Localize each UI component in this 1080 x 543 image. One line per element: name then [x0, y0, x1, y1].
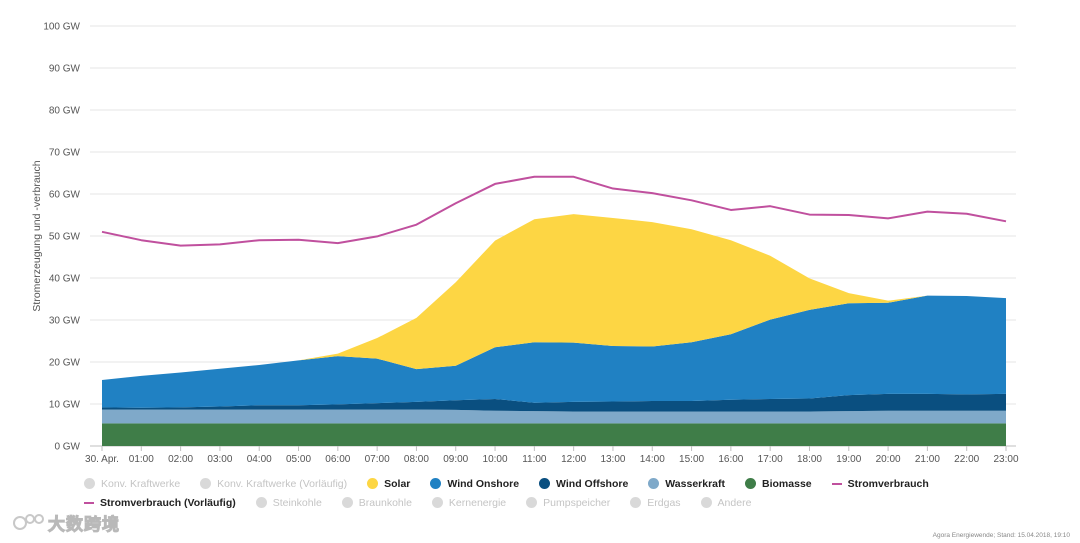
- legend-marker: [539, 478, 551, 489]
- x-tick-label: 16:00: [718, 454, 743, 465]
- legend-marker: [367, 478, 379, 489]
- y-tick-label: 0 GW: [54, 442, 80, 453]
- legend-marker: [430, 478, 442, 489]
- legend-label: Konv. Kraftwerke (Vorläufig): [217, 477, 348, 490]
- x-tick-label: 23:00: [993, 454, 1018, 465]
- legend-item[interactable]: Wind Offshore: [539, 478, 628, 490]
- legend-label: Wasserkraft: [665, 477, 726, 490]
- legend-label: Solar: [384, 477, 411, 490]
- x-tick-label: 19:00: [836, 454, 861, 465]
- legend-item[interactable]: Wasserkraft: [648, 478, 725, 490]
- x-tick-label: 17:00: [758, 454, 783, 465]
- legend-item[interactable]: Konv. Kraftwerke (Vorläufig): [200, 478, 347, 490]
- x-tick-label: 30. Apr.: [85, 454, 119, 465]
- x-tick-label: 22:00: [954, 454, 979, 465]
- watermark-logo-icon: [13, 513, 44, 530]
- x-tick-label: 14:00: [640, 454, 665, 465]
- y-tick-label: 30 GW: [49, 316, 81, 327]
- legend-item[interactable]: Wind Onshore: [430, 478, 519, 490]
- x-axis-tick-labels: 30. Apr. 01:00 02:00 03:00 04:00 05:00 06:00 07…: [85, 446, 1019, 465]
- legend-marker: [831, 482, 842, 485]
- x-tick-label: 09:00: [443, 454, 468, 465]
- legend-label: Braunkohle: [358, 496, 412, 509]
- x-tick-label: 15:00: [679, 454, 704, 465]
- legend-item[interactable]: Solar: [367, 478, 410, 490]
- y-tick-label: 60 GW: [49, 190, 81, 201]
- legend-label: Konv. Kraftwerke: [101, 477, 181, 490]
- watermark-text: 大数跨境: [48, 515, 120, 535]
- x-tick-label: 08:00: [404, 454, 429, 465]
- x-tick-label: 05:00: [286, 454, 311, 465]
- y-tick-label: 20 GW: [49, 358, 81, 369]
- watermark: 大数跨境: [12, 510, 120, 535]
- legend-marker: [341, 497, 353, 508]
- legend-marker: [630, 497, 642, 508]
- area-series: [102, 214, 1006, 446]
- legend-label: Stromverbrauch: [847, 477, 929, 490]
- legend-item[interactable]: Braunkohle: [341, 496, 412, 509]
- legend-item[interactable]: Kernenergie: [431, 496, 507, 509]
- legend-label: Erdgas: [647, 496, 681, 509]
- x-tick-label: 13:00: [600, 454, 625, 465]
- legend-item[interactable]: Biomasse: [745, 478, 812, 490]
- x-tick-label: 18:00: [797, 454, 822, 465]
- y-tick-label: 10 GW: [49, 400, 81, 411]
- legend-label: Steinkohle: [272, 496, 322, 509]
- legend-marker: [84, 478, 95, 489]
- chart-legend: Konv. Kraftwerke Konv. Kraftwerke (Vorläu…: [84, 474, 1044, 512]
- x-tick-label: 12:00: [561, 454, 586, 465]
- legend-label: Stromverbrauch (Vorläufig): [100, 496, 236, 509]
- legend-label: Kernenergie: [448, 496, 507, 509]
- legend-item[interactable]: Andere: [700, 496, 752, 509]
- legend-marker: [745, 478, 757, 489]
- x-tick-label: 03:00: [207, 454, 232, 465]
- legend-label: Andere: [717, 496, 752, 509]
- legend-item[interactable]: Pumpspeicher: [526, 497, 610, 509]
- y-axis-label: Stromerzeugung und -verbrauch: [31, 160, 43, 311]
- legend-row-1: Konv. Kraftwerke Konv. Kraftwerke (Vorläu…: [84, 474, 1044, 493]
- legend-item[interactable]: Stromverbrauch: [831, 477, 929, 490]
- legend-label: Wind Onshore: [447, 477, 520, 490]
- x-tick-label: 10:00: [483, 454, 508, 465]
- x-tick-label: 11:00: [522, 454, 547, 465]
- legend-marker: [648, 478, 660, 489]
- y-tick-label: 70 GW: [49, 148, 81, 159]
- y-tick-label: 100 GW: [43, 22, 80, 33]
- x-tick-label: 02:00: [168, 454, 193, 465]
- x-tick-label: 01:00: [129, 454, 154, 465]
- legend-marker: [431, 497, 443, 508]
- legend-item[interactable]: Stromverbrauch (Vorläufig): [84, 497, 236, 509]
- stacked-area-chart: 0 GW 10 GW 20 GW 30 GW 40 GW 50 GW 60 GW 70 GW 8…: [31, 22, 1019, 466]
- legend-item[interactable]: Erdgas: [630, 496, 681, 509]
- legend-marker: [255, 497, 267, 508]
- x-tick-label: 07:00: [365, 454, 390, 465]
- area-wind-offshore: [102, 393, 1006, 412]
- legend-item[interactable]: Steinkohle: [255, 496, 322, 509]
- x-tick-label: 20:00: [876, 454, 901, 465]
- area-wasserkraft: [102, 409, 1006, 424]
- area-solar: [102, 214, 1006, 381]
- x-tick-label: 21:00: [915, 454, 940, 465]
- legend-row-2: Stromverbrauch (Vorläufig) Steinkohle Brau…: [84, 493, 1044, 512]
- y-tick-label: 90 GW: [49, 64, 81, 75]
- y-tick-label: 40 GW: [49, 274, 81, 285]
- legend-label: Wind Offshore: [556, 477, 629, 490]
- y-axis-tick-labels: 0 GW 10 GW 20 GW 30 GW 40 GW 50 GW 60 GW 70 GW 8…: [43, 22, 80, 453]
- area-wind-onshore: [102, 295, 1006, 408]
- source-note: Agora Energiewende; Stand: 15.04.2018, 1…: [932, 532, 1070, 539]
- legend-label: Pumpspeicher: [543, 496, 611, 509]
- line-series: [101, 175, 1007, 247]
- legend-label: Biomasse: [762, 477, 812, 490]
- legend-marker: [200, 478, 212, 489]
- legend-item[interactable]: Konv. Kraftwerke: [84, 478, 180, 490]
- y-tick-label: 50 GW: [49, 232, 81, 243]
- line-stromverbrauch: [101, 175, 1007, 247]
- x-tick-label: 06:00: [325, 454, 350, 465]
- legend-marker: [700, 497, 712, 508]
- legend-marker: [526, 497, 538, 508]
- legend-marker: [84, 501, 94, 504]
- x-tick-label: 04:00: [247, 454, 272, 465]
- y-tick-label: 80 GW: [49, 106, 81, 117]
- area-biomasse: [102, 423, 1006, 446]
